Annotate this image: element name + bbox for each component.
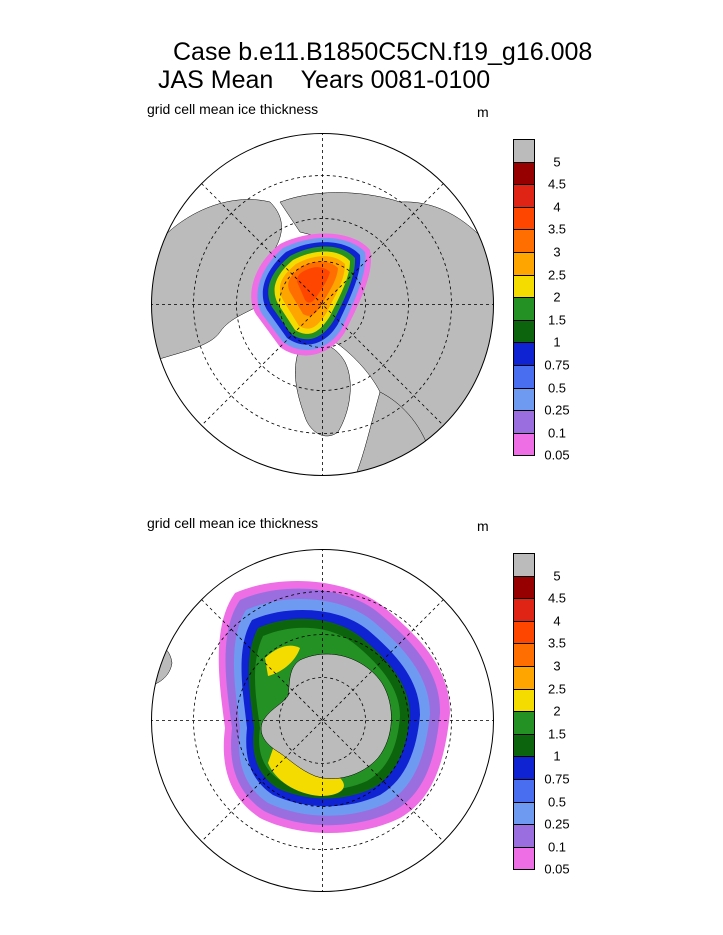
colorbar-tick-label: 1.5 xyxy=(547,726,567,742)
colorbar-tick-label: 3 xyxy=(553,244,561,260)
antarctic-ice-map xyxy=(151,549,494,892)
colorbar-swatch xyxy=(513,184,535,208)
colorbar-tick-label: 0.5 xyxy=(547,794,567,810)
map-border-sh xyxy=(151,549,494,892)
colorbar-tick-label: 0.05 xyxy=(544,447,570,463)
colorbar-tick-label: 2.5 xyxy=(547,681,567,697)
colorbar-tick-label: 4 xyxy=(553,613,561,629)
colorbar-tick-label: 3 xyxy=(553,658,561,674)
colorbar-swatch xyxy=(513,846,535,871)
panel-title-sh: grid cell mean ice thickness xyxy=(147,515,319,531)
colorbar-tick-label: 2 xyxy=(553,289,561,305)
colorbar-tick-label: 0.25 xyxy=(544,402,570,418)
colorbar-swatch xyxy=(513,643,535,667)
colorbar-tick-label: 4.5 xyxy=(547,176,567,192)
colorbar-swatch xyxy=(513,756,535,780)
colorbar-swatch xyxy=(513,666,535,690)
colorbar-swatch xyxy=(513,387,535,412)
colorbar-tick-label: 5 xyxy=(553,154,561,170)
colorbar-swatch xyxy=(513,206,535,231)
colorbar-sh xyxy=(513,553,535,871)
colorbar-swatch xyxy=(513,779,535,803)
colorbar-tick-label: 0.75 xyxy=(544,357,570,373)
colorbar-swatch xyxy=(513,598,535,622)
colorbar-swatch xyxy=(513,252,535,276)
ice-patch-2-ross xyxy=(265,645,300,676)
colorbar-tick-label: 0.5 xyxy=(547,380,567,396)
colorbar-swatch xyxy=(513,553,535,577)
colorbar-tick-label: 1.5 xyxy=(547,312,567,328)
colorbar-swatch xyxy=(513,575,535,600)
colorbar-swatch xyxy=(513,161,535,186)
colorbar-swatch xyxy=(513,432,535,457)
colorbar-tick-label: 0.1 xyxy=(547,839,567,855)
colorbar-swatch xyxy=(513,688,535,713)
colorbar-tick-label: 0.1 xyxy=(547,425,567,441)
panel-title-nh: grid cell mean ice thickness xyxy=(147,101,319,117)
colorbar-nh xyxy=(513,139,535,457)
colorbar-tick-label: 4 xyxy=(553,199,561,215)
colorbar-tick-label: 0.05 xyxy=(544,861,570,877)
colorbar-swatch xyxy=(513,733,535,758)
colorbar-swatch xyxy=(513,342,535,366)
colorbar-tick-label: 2 xyxy=(553,703,561,719)
figure-title-period: JAS Mean Years 0081-0100 xyxy=(158,66,491,94)
colorbar-tick-label: 1 xyxy=(553,748,561,764)
colorbar-swatch xyxy=(513,139,535,163)
colorbar-tick-label: 1 xyxy=(553,334,561,350)
ice-band-3.5 xyxy=(297,267,330,303)
units-label-sh: m xyxy=(477,518,489,534)
colorbar-tick-label: 3.5 xyxy=(547,635,567,651)
colorbar-swatch xyxy=(513,297,535,321)
colorbar-tick-label: 2.5 xyxy=(547,267,567,283)
colorbar-swatch xyxy=(513,229,535,253)
lat-lon-grid-sh xyxy=(151,549,494,892)
land-antarctica xyxy=(260,653,392,779)
colorbar-swatch xyxy=(513,711,535,735)
colorbar-swatch xyxy=(513,274,535,299)
colorbar-swatch xyxy=(513,620,535,645)
colorbar-swatch xyxy=(513,319,535,344)
map-border-nh xyxy=(151,133,494,476)
colorbar-swatch xyxy=(513,801,535,826)
colorbar-tick-label: 5 xyxy=(553,568,561,584)
lat-lon-grid-nh xyxy=(151,133,494,476)
colorbar-swatch xyxy=(513,410,535,434)
colorbar-swatch xyxy=(513,365,535,389)
colorbar-swatch xyxy=(513,824,535,848)
land-greenland xyxy=(295,342,351,437)
colorbar-tick-label: 0.25 xyxy=(544,816,570,832)
arctic-ice-map xyxy=(151,133,494,476)
units-label-nh: m xyxy=(477,104,489,120)
colorbar-tick-label: 0.75 xyxy=(544,771,570,787)
colorbar-tick-label: 4.5 xyxy=(547,590,567,606)
colorbar-tick-label: 3.5 xyxy=(547,221,567,237)
figure-title-case: Case b.e11.B1850C5CN.f19_g16.008 xyxy=(173,38,593,66)
